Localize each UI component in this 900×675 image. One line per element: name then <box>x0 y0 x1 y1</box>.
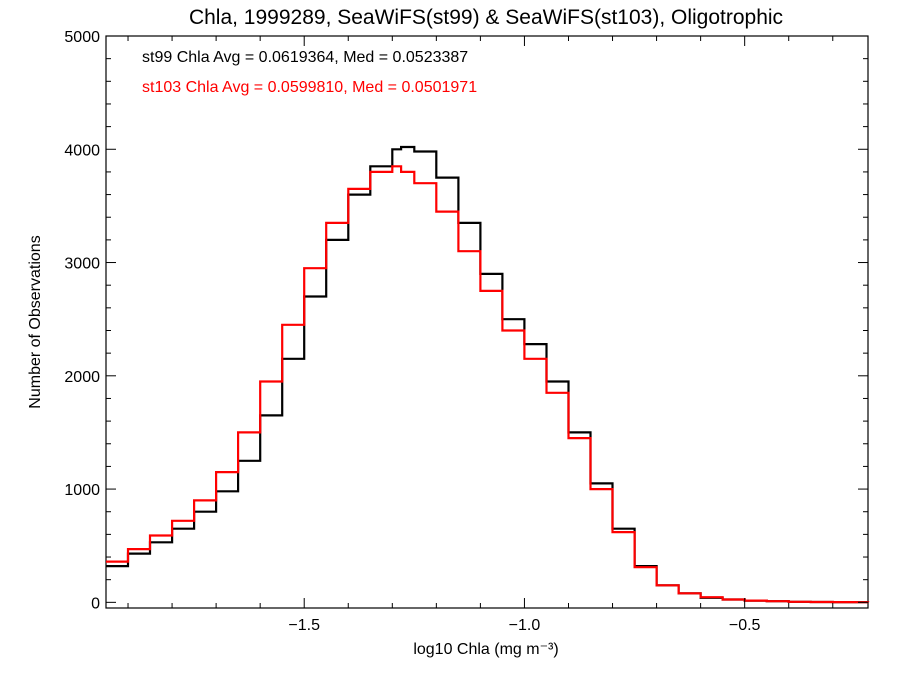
series-st99-line <box>106 145 870 604</box>
x-tick-label: −1.5 <box>288 617 320 634</box>
y-tick-label: 2000 <box>64 369 100 386</box>
chart-title: Chla, 1999289, SeaWiFS(st99) & SeaWiFS(s… <box>189 6 783 29</box>
x-tick-label: −0.5 <box>729 617 761 634</box>
y-axis-label: Number of Observations <box>27 235 44 408</box>
series-st103-line <box>106 165 870 604</box>
ticks-layer: 0 1000 2000 3000 4000 5000 −1.5 −1.0 −0.5 <box>64 29 868 634</box>
y-tick-label: 4000 <box>64 142 100 159</box>
plot-frame <box>105 35 869 609</box>
plot-area <box>105 35 869 609</box>
annotation-st103: st103 Chla Avg = 0.0599810, Med = 0.0501… <box>142 79 477 96</box>
x-tick-label: −1.0 <box>509 617 541 634</box>
series-layer <box>106 145 870 604</box>
y-tick-label: 3000 <box>64 256 100 273</box>
annotation-st99: st99 Chla Avg = 0.0619364, Med = 0.05233… <box>142 49 468 66</box>
y-tick-label: 5000 <box>64 29 100 46</box>
y-tick-label: 0 <box>91 595 100 612</box>
y-tick-label: 1000 <box>64 482 100 499</box>
x-axis-label: log10 Chla (mg m⁻³) <box>413 641 558 658</box>
